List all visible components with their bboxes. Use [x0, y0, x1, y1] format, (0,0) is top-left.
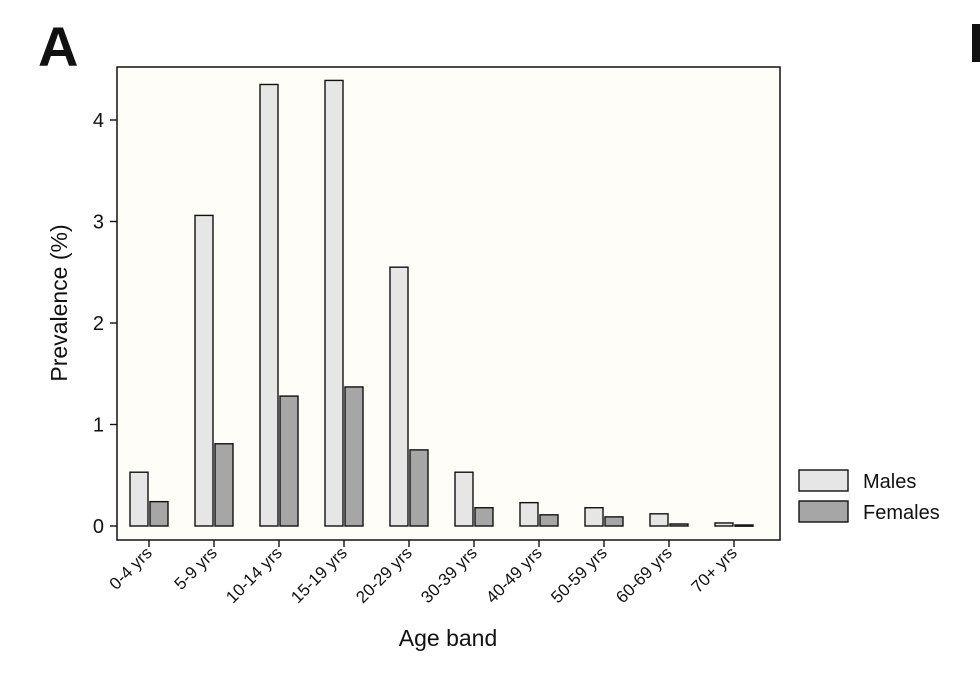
x-tick-label: 30-39 yrs	[417, 543, 481, 607]
x-tick-label: 70+ yrs	[688, 543, 741, 596]
bar-males-10	[714, 522, 734, 527]
y-axis: 0 1 2 3 4	[93, 110, 117, 538]
x-tick-label: 0-4 yrs	[106, 543, 156, 593]
y-tick-label: 2	[93, 313, 104, 335]
legend: Males Females	[798, 469, 940, 524]
y-tick-label: 3	[93, 212, 104, 234]
legend-swatch-females	[798, 500, 849, 523]
adjacent-panel-label-fragment	[968, 24, 980, 64]
bar-males-3	[259, 83, 279, 527]
legend-label-males: Males	[863, 471, 916, 493]
x-tick-label: 20-29 yrs	[352, 543, 416, 607]
x-tick-label: 5-9 yrs	[171, 543, 221, 593]
panel-label: A	[38, 15, 79, 78]
bar-females-2	[214, 443, 234, 527]
bar-females-4	[344, 386, 364, 527]
bar-males-7	[519, 501, 539, 527]
x-tick-label: 10-14 yrs	[222, 543, 286, 607]
x-tick-label: 15-19 yrs	[287, 543, 351, 607]
bar-males-6	[454, 471, 474, 527]
bar-males-9	[649, 513, 669, 527]
y-tick-label: 1	[93, 415, 104, 437]
bar-females-8	[604, 516, 624, 527]
bar-females-6	[474, 507, 494, 527]
x-tick-label: 40-49 yrs	[482, 543, 546, 607]
bar-females-7	[539, 514, 559, 527]
legend-label-females: Females	[863, 502, 940, 524]
y-tick-label: 0	[93, 516, 104, 538]
bar-males-8	[584, 507, 604, 527]
bar-females-5	[409, 449, 429, 527]
x-tick-label: 50-59 yrs	[547, 543, 611, 607]
y-axis-title: Prevalence (%)	[46, 224, 72, 381]
legend-swatch-males	[798, 469, 849, 492]
x-tick-label: 60-69 yrs	[612, 543, 676, 607]
bar-males-2	[194, 214, 214, 527]
x-axis-title: Age band	[399, 625, 497, 651]
bar-females-3	[279, 395, 299, 527]
bars-group	[129, 79, 754, 527]
x-axis: 0-4 yrs 5-9 yrs 10-14 yrs 15-19 yrs 20-29 yr…	[106, 540, 741, 607]
bar-females-1	[149, 500, 169, 527]
bar-females-9	[669, 523, 689, 527]
bar-females-10	[734, 524, 754, 527]
bar-males-4	[324, 79, 344, 527]
bar-males-1	[129, 471, 149, 527]
y-tick-label: 4	[93, 110, 104, 132]
bar-males-5	[389, 266, 409, 527]
